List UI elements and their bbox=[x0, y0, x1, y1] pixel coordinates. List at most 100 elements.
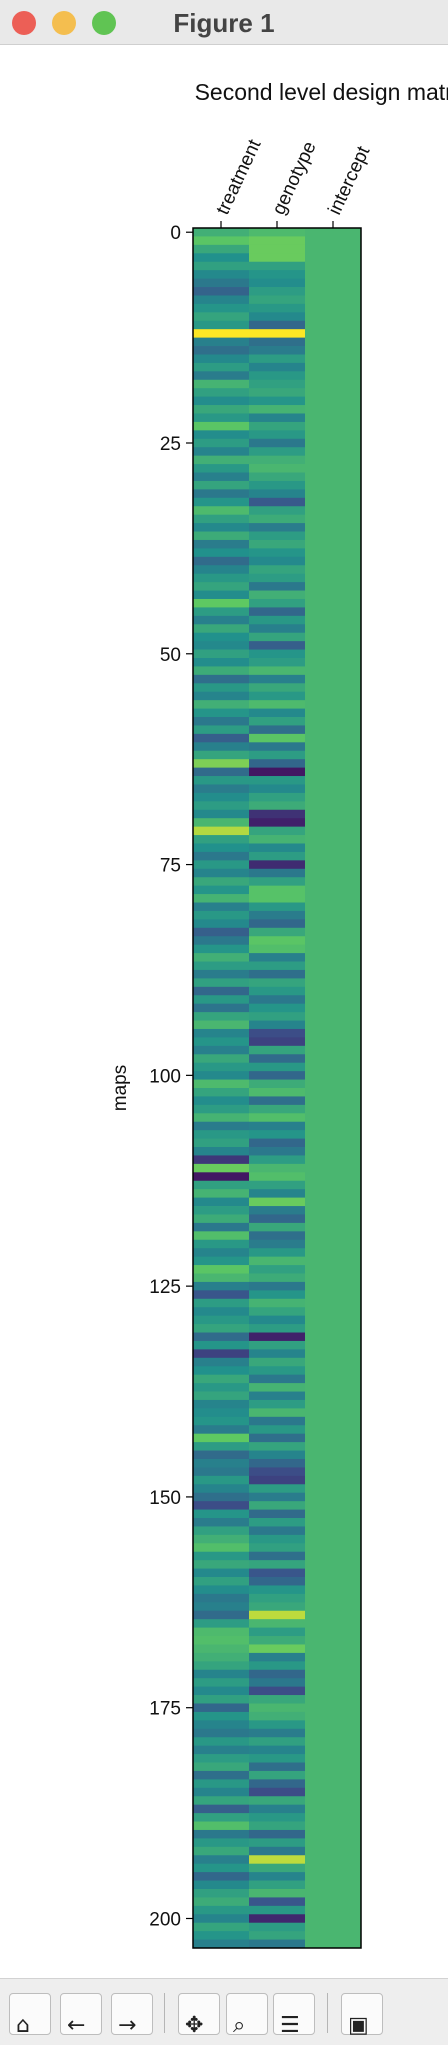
heatmap-cell-intercept-82 bbox=[305, 919, 362, 929]
heatmap-cell-genotype-19 bbox=[249, 388, 306, 398]
heatmap-cell-intercept-14 bbox=[305, 346, 362, 355]
heatmap-cell-intercept-150 bbox=[305, 1492, 362, 1502]
heatmap-cell-genotype-131 bbox=[249, 1332, 306, 1342]
heatmap-cell-intercept-126 bbox=[305, 1290, 362, 1300]
heatmap-cell-treatment-94 bbox=[193, 1020, 250, 1030]
maximize-window-button[interactable] bbox=[92, 11, 116, 35]
heatmap-cell-treatment-161 bbox=[193, 1585, 250, 1595]
heatmap-cell-genotype-114 bbox=[249, 1189, 306, 1199]
heatmap-cell-genotype-55 bbox=[249, 691, 306, 701]
home-button[interactable]: ⌂ bbox=[9, 1993, 51, 2038]
heatmap-cell-intercept-92 bbox=[305, 1003, 362, 1013]
heatmap-cell-intercept-185 bbox=[305, 1787, 362, 1797]
heatmap-cell-treatment-1 bbox=[193, 236, 250, 246]
configure-subplots-button[interactable]: ☰ bbox=[273, 1993, 315, 2038]
heatmap-cell-genotype-111 bbox=[249, 1163, 306, 1173]
heatmap-cell-genotype-118 bbox=[249, 1222, 306, 1232]
heatmap-cell-intercept-155 bbox=[305, 1534, 362, 1544]
heatmap-cell-genotype-179 bbox=[249, 1737, 306, 1747]
heatmap-cell-genotype-89 bbox=[249, 978, 306, 988]
zoom-icon: ⌕ bbox=[233, 2013, 246, 2038]
heatmap-cell-intercept-137 bbox=[305, 1383, 362, 1392]
heatmap-cell-treatment-19 bbox=[193, 388, 250, 398]
heatmap-cell-intercept-148 bbox=[305, 1475, 362, 1485]
toolbar-separator bbox=[164, 1993, 165, 2033]
heatmap-cell-genotype-78 bbox=[249, 885, 306, 895]
heatmap-cell-treatment-56 bbox=[193, 700, 250, 709]
heatmap-cell-genotype-94 bbox=[249, 1020, 306, 1030]
heatmap-cell-genotype-191 bbox=[249, 1838, 306, 1848]
minimize-window-button[interactable] bbox=[52, 11, 76, 35]
heatmap-cell-treatment-101 bbox=[193, 1079, 250, 1089]
close-window-button[interactable] bbox=[12, 11, 36, 35]
heatmap-cell-treatment-4 bbox=[193, 261, 250, 271]
heatmap-cell-intercept-127 bbox=[305, 1298, 362, 1308]
heatmap-cell-treatment-28 bbox=[193, 464, 250, 473]
heatmap-cell-genotype-91 bbox=[249, 995, 306, 1005]
heatmap-cell-intercept-52 bbox=[305, 666, 362, 676]
save-button[interactable]: ▣ bbox=[341, 1993, 383, 2038]
heatmap-cell-intercept-96 bbox=[305, 1037, 362, 1047]
heatmap-cell-treatment-86 bbox=[193, 953, 250, 962]
heatmap-cell-treatment-78 bbox=[193, 885, 250, 895]
heatmap-cell-genotype-30 bbox=[249, 480, 306, 490]
heatmap-cell-genotype-182 bbox=[249, 1762, 306, 1772]
heatmap-cell-intercept-87 bbox=[305, 961, 362, 971]
heatmap-cell-treatment-23 bbox=[193, 421, 250, 431]
heatmap-cell-intercept-139 bbox=[305, 1399, 362, 1409]
heatmap-cell-intercept-171 bbox=[305, 1669, 362, 1679]
heatmap-cell-genotype-1 bbox=[249, 236, 306, 246]
heatmap-cell-genotype-169 bbox=[249, 1652, 306, 1662]
heatmap-cell-genotype-62 bbox=[249, 750, 306, 760]
heatmap-cell-genotype-166 bbox=[249, 1627, 306, 1637]
heatmap-cell-intercept-151 bbox=[305, 1501, 362, 1510]
heatmap-cell-intercept-23 bbox=[305, 421, 362, 431]
heatmap-cell-treatment-124 bbox=[193, 1273, 250, 1283]
heatmap-cell-treatment-35 bbox=[193, 523, 250, 532]
heatmap-cell-intercept-0 bbox=[305, 228, 362, 237]
y-tick-label-25: 25 bbox=[160, 434, 181, 455]
heatmap-cell-treatment-190 bbox=[193, 1829, 250, 1839]
heatmap-cell-intercept-146 bbox=[305, 1458, 362, 1468]
heatmap-cell-intercept-73 bbox=[305, 843, 362, 853]
heatmap-cell-treatment-32 bbox=[193, 497, 250, 507]
heatmap-cell-genotype-177 bbox=[249, 1720, 306, 1730]
heatmap-cell-intercept-57 bbox=[305, 708, 362, 718]
heatmap-cell-treatment-106 bbox=[193, 1121, 250, 1131]
heatmap-cell-treatment-116 bbox=[193, 1206, 250, 1215]
zoom-button[interactable]: ⌕ bbox=[226, 1993, 268, 2038]
forward-button[interactable]: → bbox=[111, 1993, 153, 2038]
heatmap-cell-treatment-162 bbox=[193, 1593, 250, 1603]
heatmap-cell-genotype-168 bbox=[249, 1644, 306, 1654]
heatmap-cell-intercept-174 bbox=[305, 1695, 362, 1704]
heatmap-cell-genotype-86 bbox=[249, 953, 306, 962]
heatmap-cell-intercept-117 bbox=[305, 1214, 362, 1224]
heatmap-cell-genotype-31 bbox=[249, 489, 306, 499]
heatmap-cell-treatment-108 bbox=[193, 1138, 250, 1148]
heatmap-cell-intercept-91 bbox=[305, 995, 362, 1005]
heatmap-cell-intercept-7 bbox=[305, 287, 362, 296]
heatmap-cell-intercept-162 bbox=[305, 1593, 362, 1603]
heatmap-cell-intercept-182 bbox=[305, 1762, 362, 1772]
heatmap-cell-treatment-37 bbox=[193, 539, 250, 549]
heatmap-cell-genotype-0 bbox=[249, 228, 306, 237]
heatmap-cell-treatment-92 bbox=[193, 1003, 250, 1013]
heatmap-cell-genotype-81 bbox=[249, 910, 306, 920]
heatmap-cell-genotype-195 bbox=[249, 1872, 306, 1881]
heatmap-cell-genotype-124 bbox=[249, 1273, 306, 1283]
heatmap-cell-genotype-14 bbox=[249, 346, 306, 355]
heatmap-cell-treatment-148 bbox=[193, 1475, 250, 1485]
column-label-genotype: genotype bbox=[268, 138, 320, 218]
pan-button[interactable]: ✥ bbox=[178, 1993, 220, 2038]
heatmap-cell-intercept-88 bbox=[305, 969, 362, 979]
heatmap-cell-genotype-56 bbox=[249, 700, 306, 709]
heatmap-cell-intercept-109 bbox=[305, 1147, 362, 1156]
heatmap-cell-intercept-176 bbox=[305, 1711, 362, 1721]
heatmap-cell-treatment-38 bbox=[193, 548, 250, 558]
heatmap-cell-treatment-76 bbox=[193, 868, 250, 878]
heatmap-cell-intercept-44 bbox=[305, 598, 362, 608]
heatmap-cell-treatment-182 bbox=[193, 1762, 250, 1772]
heatmap-cell-genotype-83 bbox=[249, 927, 306, 937]
back-button[interactable]: ← bbox=[60, 1993, 102, 2038]
heatmap-cell-genotype-74 bbox=[249, 851, 306, 861]
